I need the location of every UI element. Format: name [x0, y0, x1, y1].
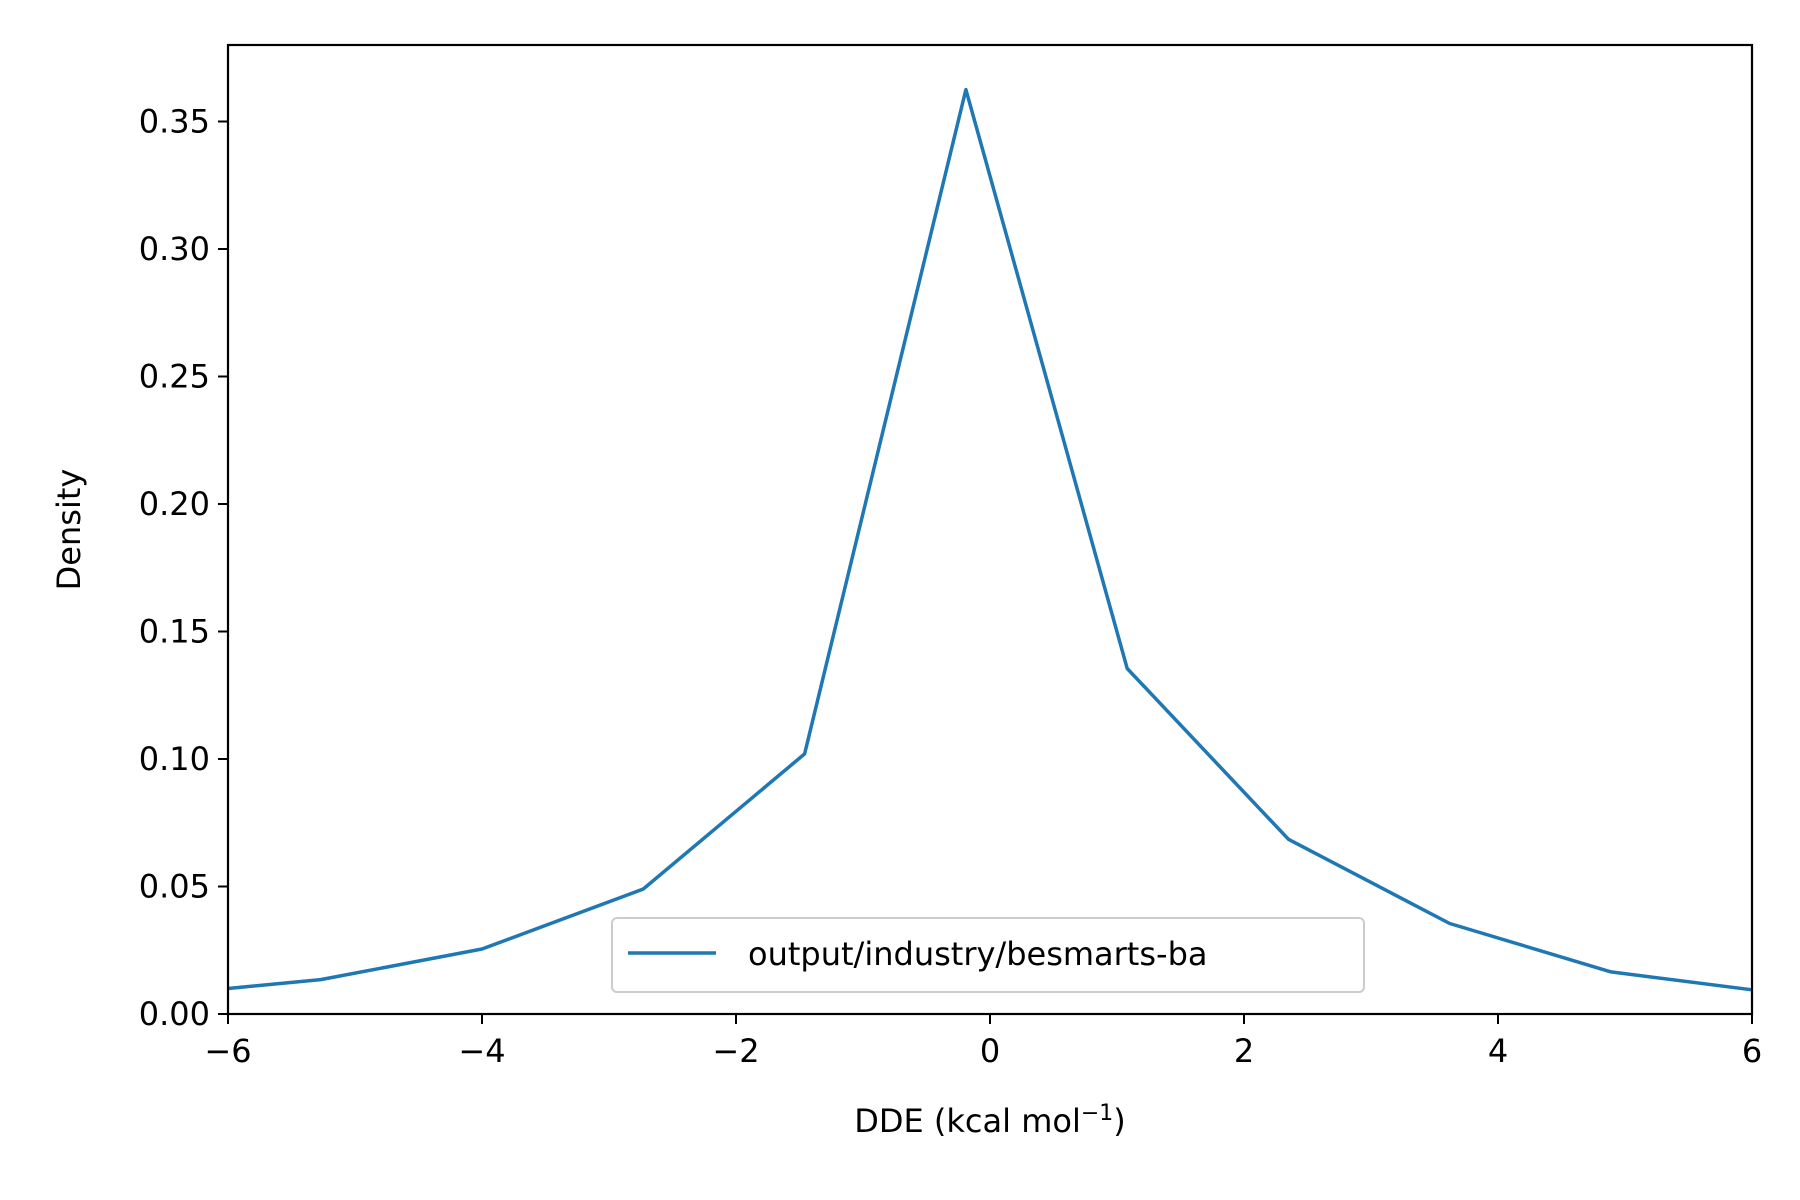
y-tick-label: 0.05 [139, 868, 210, 906]
y-tick-label: 0.25 [139, 358, 210, 396]
x-tick-label: 0 [980, 1032, 1000, 1070]
x-axis: −6 −4 −2 0 2 4 6 [204, 1014, 1762, 1070]
y-axis: 0.00 0.05 0.10 0.15 0.20 0.25 0.30 0.35 [139, 103, 228, 1033]
x-tick-label: 4 [1488, 1032, 1508, 1070]
legend: output/industry/besmarts-ba [611, 917, 1365, 993]
series-line-0 [227, 87, 1753, 992]
x-tick-label: 2 [1234, 1032, 1254, 1070]
y-axis-label: Density [50, 469, 88, 591]
legend-box [611, 917, 1365, 993]
x-axis-label-superscript: −1 [1081, 1101, 1113, 1126]
x-tick-label: −4 [458, 1032, 505, 1070]
y-tick-label: 0.15 [139, 613, 210, 651]
data-point [1125, 667, 1129, 671]
y-tick-label: 0.00 [139, 995, 210, 1033]
x-tick-label: 6 [1742, 1032, 1762, 1070]
data-point [641, 887, 645, 891]
y-tick-label: 0.30 [139, 230, 210, 268]
data-point [1448, 922, 1452, 926]
y-tick-label: 0.35 [139, 103, 210, 141]
data-point [480, 947, 484, 951]
series-layer [227, 87, 1753, 992]
y-tick-label: 0.20 [139, 485, 210, 523]
x-axis-label-end: ) [1113, 1102, 1125, 1140]
legend-label: output/industry/besmarts-ba [748, 935, 1207, 973]
x-tick-label: −2 [712, 1032, 759, 1070]
data-point [803, 752, 807, 756]
data-point [964, 88, 968, 92]
y-tick-label: 0.10 [139, 740, 210, 778]
data-point [1609, 970, 1613, 974]
plot-frame [226, 43, 1754, 1016]
data-point [1287, 837, 1291, 841]
x-axis-label: DDE (kcal mol−1) [854, 1101, 1126, 1140]
data-point [319, 978, 323, 982]
x-tick-label: −6 [204, 1032, 251, 1070]
x-axis-label-main: DDE (kcal mol [854, 1102, 1081, 1140]
